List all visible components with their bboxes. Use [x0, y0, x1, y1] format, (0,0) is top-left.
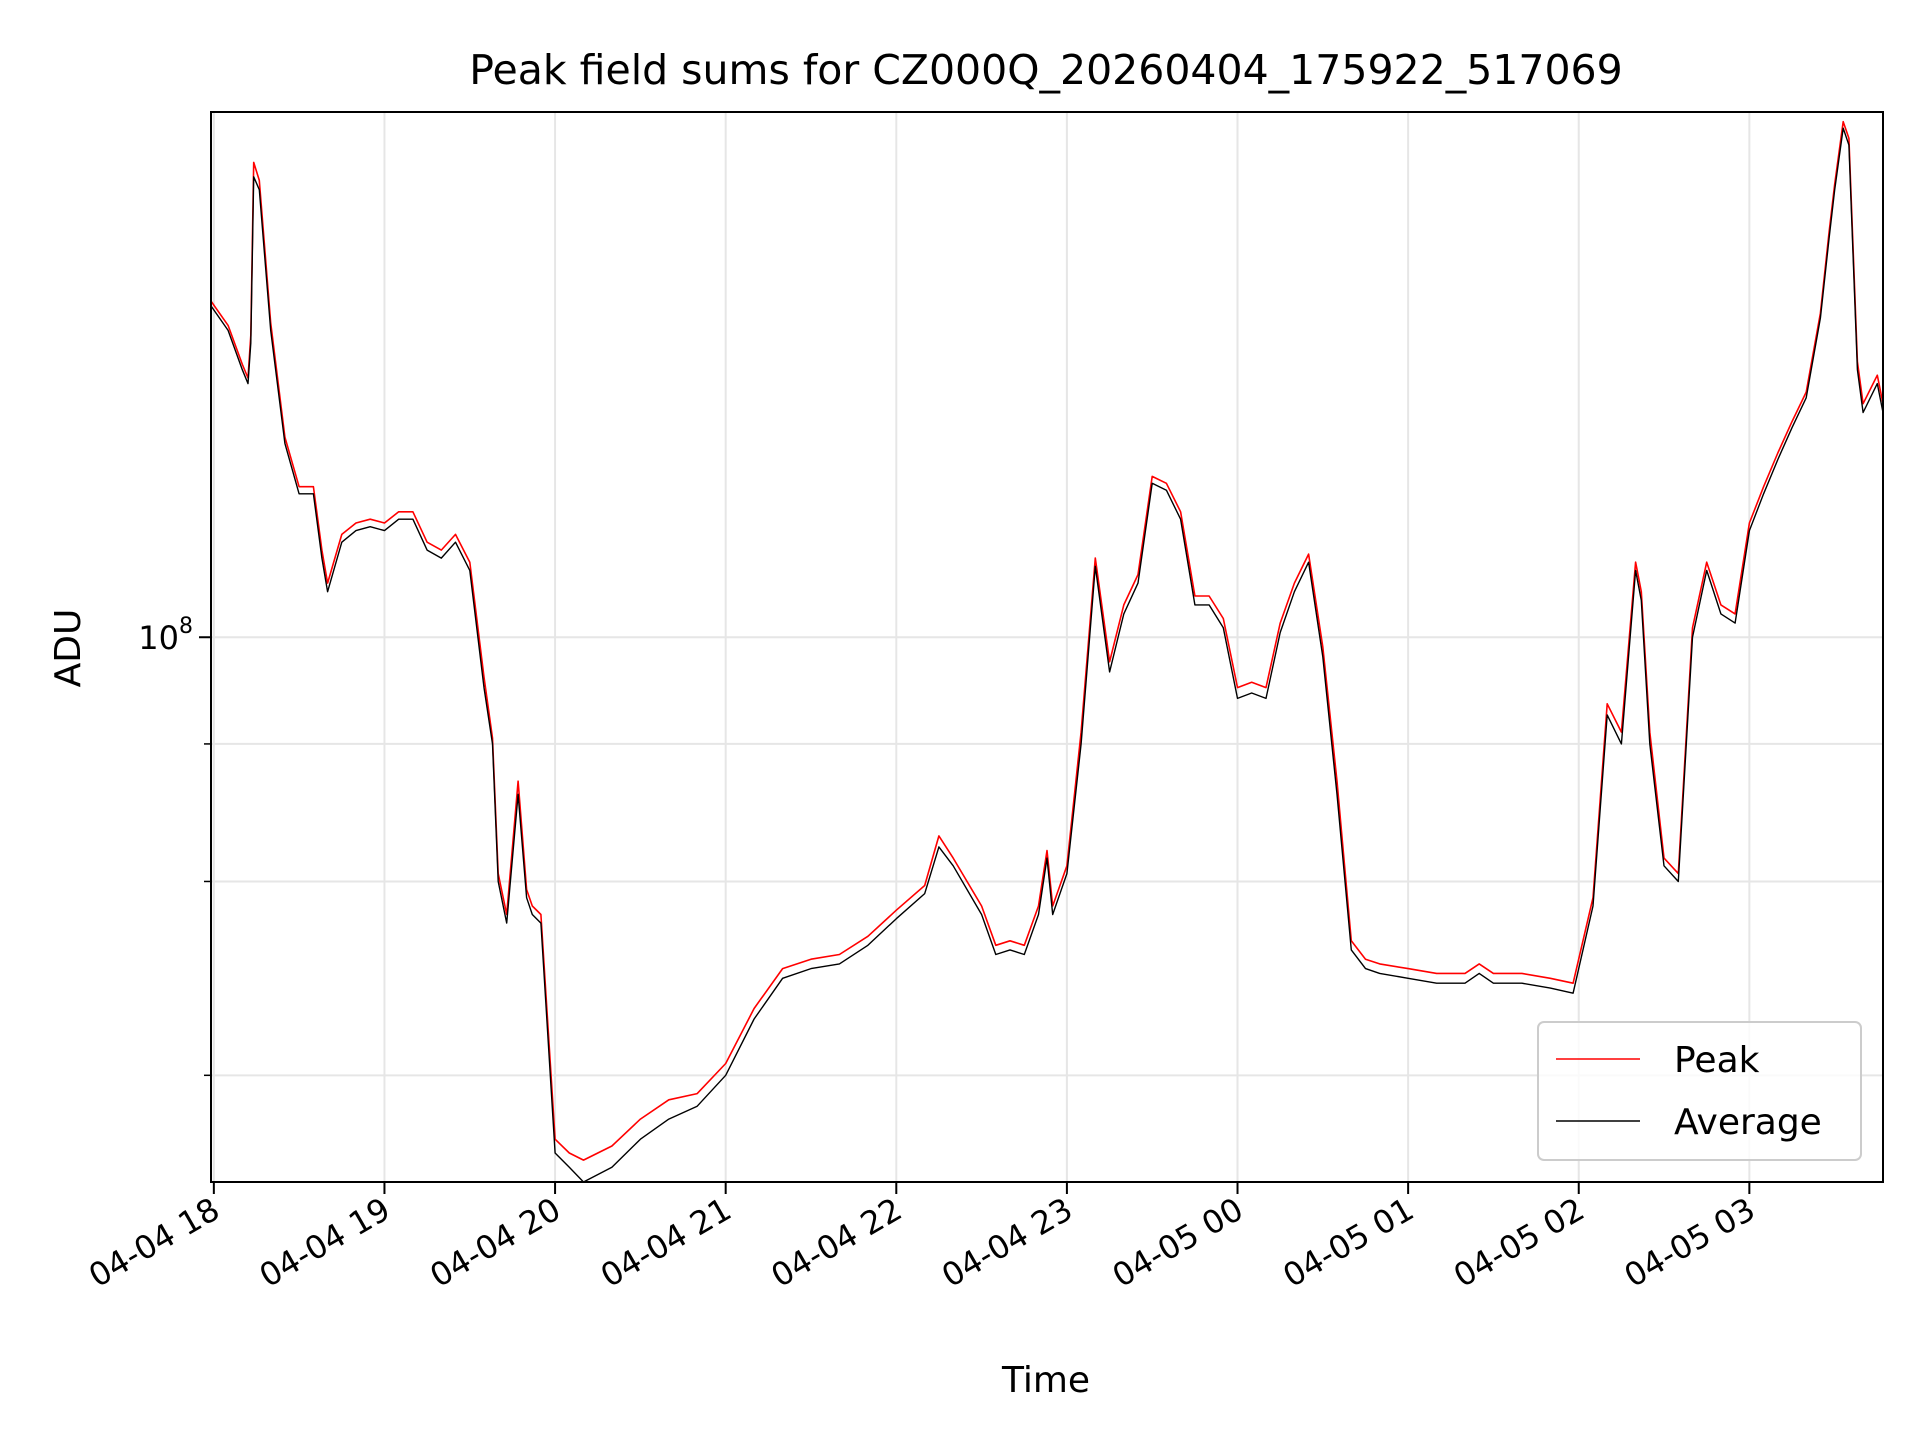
legend-peak-label: Peak — [1674, 1040, 1760, 1081]
x-axis-label: Time — [1001, 1360, 1090, 1401]
legend: Peak Average — [1537, 1021, 1862, 1161]
plot-frame — [210, 111, 1884, 1183]
series-line-average — [211, 127, 1883, 1182]
series-lines — [211, 120, 1883, 1182]
legend-box — [1537, 1021, 1862, 1161]
legend-average-label: Average — [1674, 1102, 1822, 1143]
chart-title: Peak field sums for CZ000Q_20260404_1759… — [469, 46, 1622, 94]
series-line-peak — [211, 120, 1883, 1161]
y-axis-label: ADU — [48, 609, 89, 688]
y-axis-ticks: 108 — [138, 614, 211, 1077]
y-tick-label: 108 — [138, 614, 193, 657]
